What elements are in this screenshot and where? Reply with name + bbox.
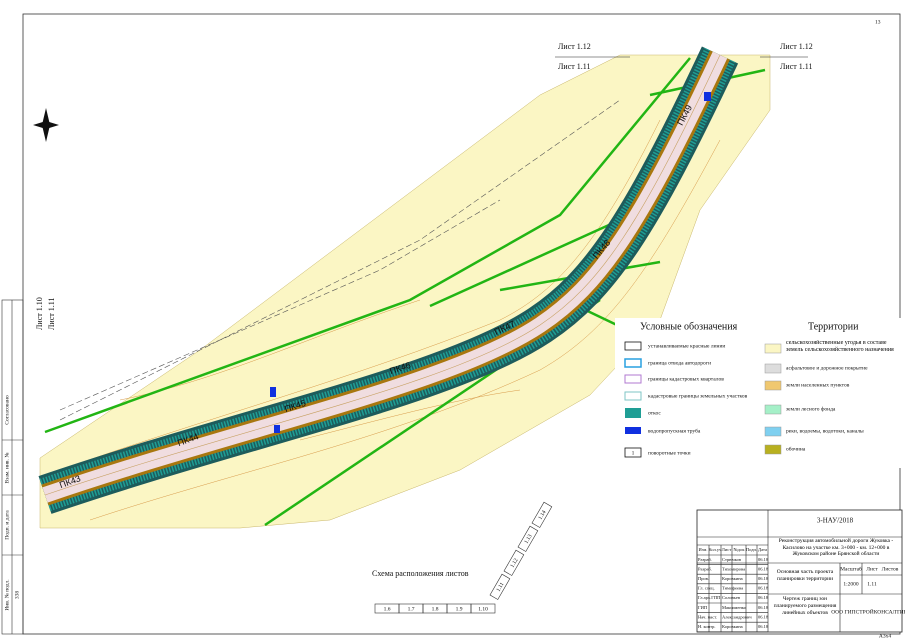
table-cell: Соловьев (722, 595, 740, 600)
table-cell: Гл. спец. (698, 586, 715, 591)
scheme-label: 1.14 (538, 509, 548, 521)
table-header: Подп. (746, 547, 757, 552)
table-cell: Александрович (722, 614, 752, 619)
table-cell: Разраб. (698, 566, 712, 571)
territory-item: обочина (786, 445, 806, 452)
table-cell: Коровкина (722, 624, 743, 629)
scale: 1:2000 (843, 581, 859, 587)
table-header: Лист (722, 547, 731, 552)
format: А3х4 (879, 633, 891, 639)
table-cell: ГИП (698, 605, 708, 610)
stamp: Взам. инв. № (4, 453, 10, 484)
legend-item: граница отвода автодороги (648, 360, 711, 366)
legend-item: поворотные точки (648, 450, 691, 456)
territory-item: сельскохозяйственные угодья в составе зе… (786, 340, 894, 353)
sheet-label: Лист 1.11 (780, 62, 812, 71)
stamp: 338 (14, 591, 20, 600)
table-cell: 06.18 (758, 624, 769, 629)
page-number: 13 (875, 19, 881, 25)
scheme-sheet (470, 603, 496, 614)
sheet-label: Лист 1.12 (558, 42, 591, 51)
company: ООО ГИПСТРОЙКОНСАЛТИНГ (831, 607, 905, 615)
legend-item: кадастровые границы земельных участков (648, 393, 748, 399)
scheme-label: 1.8 (432, 606, 439, 612)
drawing-name: Чертеж границ зон планируемого размещени… (773, 596, 837, 616)
legend-item: устанавливаемые красные линии (648, 343, 725, 349)
scheme-label: 1.6 (384, 606, 391, 612)
legend-item: границы кадастровых кварталов (648, 376, 724, 382)
scheme-label: 1.9 (456, 606, 463, 612)
table-cell: 06.18 (758, 557, 769, 562)
scheme-label: 1.12 (510, 557, 520, 569)
sheet-label: Лист 1.12 (780, 42, 813, 51)
stamp: Подп. и дата (4, 510, 10, 540)
scheme-sheet (531, 501, 553, 528)
table-header: Кол.уч (709, 547, 723, 552)
legend-item: водопропускная труба (648, 427, 701, 434)
scheme-sheet (489, 573, 511, 600)
table-cell: Разраб. (698, 557, 712, 562)
project: Реконструкция автомобильной дороги Жуков… (778, 538, 894, 557)
table-header: Дата (758, 547, 767, 552)
legend-item: откос (648, 410, 661, 416)
scheme-label: 1.10 (478, 606, 488, 612)
scheme-sheet (503, 549, 525, 576)
sheet-label: Лист 1.11 (47, 298, 56, 330)
table-cell: 06.18 (758, 586, 769, 591)
territory-item: реки, водоемы, водотоки, каналы (786, 428, 864, 434)
table-cell: Н. контр. (698, 624, 716, 629)
table-cell: Стрючков (722, 557, 741, 562)
sheet-label: Лист 1.11 (558, 62, 590, 71)
territory-item: земли лесного фонда (786, 405, 836, 412)
stamp: Согласовано (4, 395, 10, 425)
territories-title: Территории (808, 321, 859, 332)
table-cell: Гл.арх.ГПП (698, 595, 721, 600)
tb-label: Масштаб (840, 565, 862, 572)
table-cell: 06.18 (758, 566, 769, 571)
stamp: Инв. № подл. (4, 579, 10, 611)
table-cell: Нач. маст. (698, 614, 717, 619)
part: Основная часть проекта планировки террит… (776, 569, 834, 582)
table-cell: 06.18 (758, 595, 769, 600)
table-cell: Коровкина (722, 576, 743, 581)
scheme-sheet (517, 525, 539, 552)
table-cell: Пров. (698, 576, 709, 581)
doc-code: 3-НАУ/2018 (817, 517, 854, 525)
territory-item: земли населенных пунктов (786, 382, 850, 388)
table-header: №док (733, 547, 745, 552)
scheme-label: 1.13 (524, 533, 534, 545)
scheme-label: 1.11 (496, 581, 506, 592)
table-cell: 06.18 (758, 576, 769, 581)
table-cell: Максименко (722, 605, 747, 610)
sheet-label: Лист 1.10 (35, 297, 44, 330)
table-header: Изм. (699, 547, 708, 552)
sheet: 1.11 (867, 581, 877, 587)
legend-title: Условные обозначения (640, 321, 738, 332)
tb-label: Лист (866, 566, 878, 572)
table-cell: Тихомирова (722, 566, 745, 571)
scheme-title: Схема расположения листов (372, 569, 469, 578)
table-cell: Тимофеева (722, 586, 743, 591)
scheme-label: 1.7 (408, 606, 415, 612)
table-cell: 06.18 (758, 614, 769, 619)
table-cell: 06.18 (758, 605, 769, 610)
territory-item: асфальтовое и дорожное покрытие (786, 364, 868, 371)
legend-sample: 1 (632, 450, 635, 456)
tb-label: Листов (882, 566, 899, 572)
